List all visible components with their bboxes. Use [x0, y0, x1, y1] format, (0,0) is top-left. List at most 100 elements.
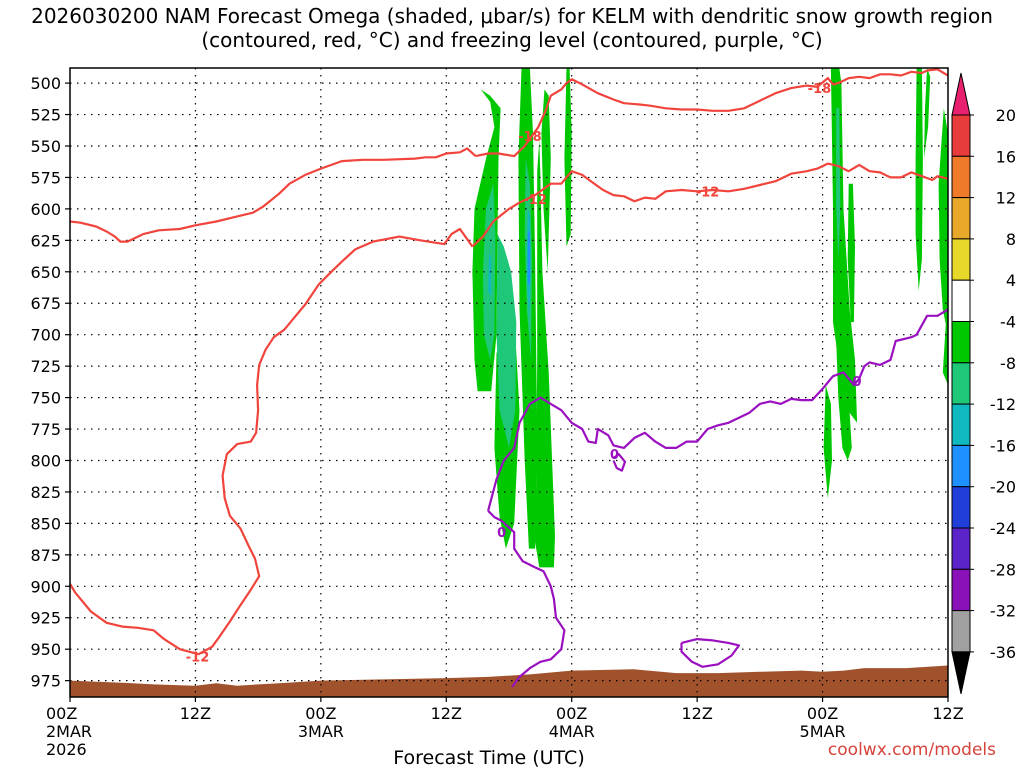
dendritic-contour-1: [475, 68, 948, 158]
omega-region-10: [915, 68, 923, 291]
y-tick-label-575: 575: [30, 168, 61, 187]
colorbar-cap-top: [951, 72, 971, 116]
colorbar-label-3: 8: [1006, 230, 1016, 249]
colorbar-box-10: [951, 486, 971, 529]
dendritic-label-2: -12: [186, 651, 210, 666]
colorbar-label-10: -24: [990, 519, 1016, 538]
omega-region-13: [942, 322, 948, 385]
y-tick-label-650: 650: [30, 263, 61, 282]
x-tick-label-24-1: 3MAR: [298, 722, 344, 741]
y-tick-label-750: 750: [30, 389, 61, 408]
y-tick-label-625: 625: [30, 231, 61, 250]
x-tick-label-0-1: 2MAR: [46, 722, 92, 741]
y-tick-label-550: 550: [30, 137, 61, 156]
x-tick-label-24-0: 00Z: [305, 704, 336, 723]
y-tick-label-875: 875: [30, 546, 61, 565]
x-axis-label: Forecast Time (UTC): [393, 747, 584, 768]
y-tick-label-725: 725: [30, 357, 61, 376]
colorbar-label-6: -8: [1000, 354, 1016, 373]
dendritic-label-4: -12: [696, 185, 720, 200]
x-tick-label-72-1: 5MAR: [800, 722, 846, 741]
omega-region-11: [924, 68, 931, 159]
omega-region-7: [847, 183, 855, 323]
x-tick-label-0-2: 2026: [46, 740, 87, 759]
y-tick-label-500: 500: [30, 74, 61, 93]
colorbar-label-11: -28: [990, 560, 1016, 579]
contour-labels: -18 -12 -12 -18 -12 0 0 0: [186, 82, 862, 666]
y-tick-label-775: 775: [30, 420, 61, 439]
freezing-contour-5: [487, 308, 948, 512]
colorbar-box-3: [951, 197, 971, 240]
contour-lines: [70, 68, 948, 688]
credit-text: coolwx.com/models: [827, 740, 996, 760]
y-tick-label-525: 525: [30, 106, 61, 125]
colorbar-label-13: -36: [990, 643, 1016, 662]
colorbar-box-6: [951, 321, 971, 364]
y-tick-label-675: 675: [30, 294, 61, 313]
y-tick-label-850: 850: [30, 514, 61, 533]
dendritic-label-3: -18: [808, 82, 832, 97]
colorbar-box-13: [951, 610, 971, 653]
colorbar-cap-bottom: [951, 651, 971, 695]
x-tick-label-0-0: 00Z: [46, 704, 77, 723]
colorbar-box-4: [951, 238, 971, 281]
colorbar-label-8: -16: [990, 436, 1016, 455]
dendritic-contour-3: [471, 162, 948, 248]
y-tick-label-700: 700: [30, 326, 61, 345]
omega-region-4: [541, 89, 551, 272]
freezing-label-7: 0: [853, 375, 862, 390]
freezing-contour-7: [680, 637, 741, 668]
dendritic-label-0: -18: [518, 130, 542, 145]
omega-region-8: [823, 385, 832, 499]
omega-region-9: [836, 341, 852, 461]
omega-region-17: [836, 108, 841, 260]
freezing-label-6: 0: [610, 448, 619, 463]
colorbar-label-12: -32: [990, 602, 1016, 621]
y-tick-label-900: 900: [30, 577, 61, 596]
dendritic-label-1: -12: [523, 193, 547, 208]
colorbar-box-7: [951, 362, 971, 405]
colorbar-label-7: -12: [990, 395, 1016, 414]
omega-region-15: [496, 234, 517, 448]
colorbar-box-11: [951, 527, 971, 570]
x-tick-label-48-0: 00Z: [556, 704, 587, 723]
y-tick-label-800: 800: [30, 451, 61, 470]
colorbar-box-2: [951, 155, 971, 199]
omega-region-5: [564, 68, 572, 247]
x-tick-label-36-0: 12Z: [431, 704, 462, 723]
terrain-fill: [70, 665, 948, 697]
y-tick-label-600: 600: [30, 200, 61, 219]
freezing-contour-4: [487, 510, 566, 688]
terrain-layer: [70, 665, 948, 697]
dendritic-contour-0: [70, 147, 477, 243]
omega-region-12: [938, 108, 948, 335]
colorbar-box-8: [951, 403, 971, 446]
omega-region-19: [488, 252, 492, 297]
chart-title: 2026030200 NAM Forecast Omega (shaded, μ…: [31, 4, 993, 52]
x-tick-label-72-0: 00Z: [807, 704, 838, 723]
x-tick-label-12-0: 12Z: [180, 704, 211, 723]
y-tick-label-975: 975: [30, 672, 61, 691]
y-tick-label-950: 950: [30, 640, 61, 659]
y-tick-label-825: 825: [30, 483, 61, 502]
colorbar-label-4: 4: [1006, 271, 1016, 290]
colorbar-label-5: -4: [1000, 313, 1016, 332]
colorbar: 20 16 12 8 4 -4 -8 -12 -16 -20 -24 -28 -32 -36: [951, 72, 1016, 695]
dendritic-contour-2: [70, 227, 474, 656]
colorbar-label-1: 16: [996, 147, 1016, 166]
x-tick-label-60-0: 12Z: [681, 704, 712, 723]
omega-region-20: [527, 231, 530, 285]
freezing-label-5: 0: [497, 526, 506, 541]
x-tick-label-48-1: 4MAR: [549, 722, 595, 741]
colorbar-label-9: -20: [990, 478, 1016, 497]
colorbar-box-5: [951, 279, 971, 323]
colorbar-box-12: [951, 568, 971, 612]
colorbar-box-9: [951, 444, 971, 488]
colorbar-label-2: 12: [996, 189, 1016, 208]
colorbar-label-0: 20: [996, 106, 1016, 125]
y-tick-label-925: 925: [30, 609, 61, 628]
x-tick-label-84-0: 12Z: [932, 704, 963, 723]
omega-shading: [472, 68, 948, 568]
